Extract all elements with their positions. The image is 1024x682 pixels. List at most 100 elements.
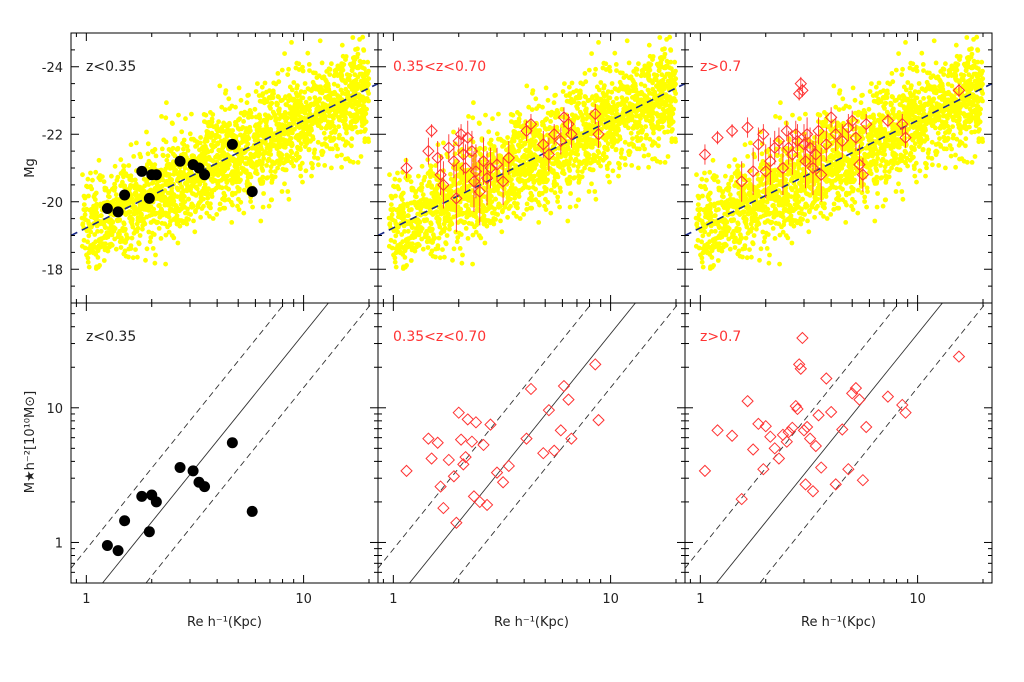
background-point: [581, 102, 587, 108]
background-point: [81, 207, 87, 212]
background-point: [349, 143, 354, 149]
background-point: [609, 89, 615, 95]
background-point: [191, 153, 197, 159]
background-point: [602, 98, 608, 104]
background-point: [205, 195, 211, 201]
background-point: [166, 147, 172, 152]
background-point: [179, 184, 184, 190]
background-point: [634, 72, 640, 77]
background-point: [614, 103, 620, 109]
background-point: [312, 147, 318, 153]
background-point: [319, 75, 325, 81]
background-point: [571, 163, 576, 168]
background-point: [250, 145, 256, 151]
background-point: [359, 60, 365, 65]
background-point: [627, 149, 633, 155]
background-point: [347, 111, 353, 116]
background-point: [149, 180, 155, 186]
background-point: [552, 190, 558, 196]
background-point: [556, 162, 562, 168]
background-point: [298, 173, 304, 179]
background-point: [634, 125, 640, 130]
background-point: [204, 129, 210, 134]
background-point: [229, 220, 235, 225]
background-point: [184, 154, 189, 160]
background-point: [98, 228, 104, 234]
background-point: [416, 173, 421, 179]
background-point: [849, 203, 854, 209]
background-point: [611, 136, 617, 142]
background-point: [360, 84, 365, 90]
background-point: [201, 196, 206, 202]
background-point: [183, 172, 188, 178]
background-point: [223, 122, 229, 128]
background-point: [158, 236, 164, 241]
background-point: [516, 133, 521, 139]
background-point: [557, 185, 563, 191]
background-point: [592, 72, 598, 77]
background-point: [415, 241, 421, 247]
background-point: [246, 112, 252, 117]
background-point: [209, 148, 214, 154]
background-point: [255, 81, 260, 86]
background-point: [551, 183, 557, 189]
background-point: [110, 187, 116, 192]
background-point: [663, 102, 669, 108]
background-point: [217, 184, 223, 190]
background-point: [597, 155, 603, 161]
background-point: [592, 189, 598, 194]
background-point: [914, 179, 919, 185]
background-point: [81, 202, 87, 208]
background-point: [593, 196, 599, 202]
background-point: [82, 245, 88, 251]
background-point: [157, 202, 162, 208]
background-point: [260, 204, 266, 210]
background-point: [136, 209, 141, 215]
background-point: [626, 142, 632, 147]
background-point: [505, 135, 510, 140]
background-point: [602, 106, 607, 112]
background-point: [464, 214, 470, 220]
background-point: [778, 157, 784, 163]
background-point: [171, 235, 177, 241]
background-point: [400, 216, 406, 222]
background-point: [695, 202, 701, 208]
background-point: [300, 95, 306, 101]
background-point: [542, 168, 547, 173]
background-point: [135, 225, 141, 231]
background-point: [102, 185, 108, 191]
background-point: [488, 137, 494, 143]
background-point: [517, 112, 523, 117]
background-point: [566, 84, 572, 90]
background-point: [435, 214, 440, 220]
background-point: [630, 125, 636, 131]
background-point: [646, 64, 652, 70]
background-point: [215, 140, 221, 146]
background-point: [669, 136, 675, 142]
background-point: [326, 113, 332, 119]
background-point: [478, 235, 484, 241]
background-point: [536, 103, 542, 109]
background-point: [529, 197, 534, 203]
background-point: [467, 183, 472, 189]
background-point: [118, 183, 124, 189]
background-point: [121, 220, 127, 226]
background-point: [626, 60, 632, 66]
background-point: [347, 125, 353, 131]
background-point: [257, 112, 262, 118]
background-point: [262, 99, 268, 105]
background-point: [642, 103, 648, 109]
background-point: [160, 177, 166, 183]
background-point: [108, 223, 114, 229]
background-point: [261, 133, 267, 139]
background-point: [262, 139, 268, 145]
background-point: [529, 163, 535, 169]
background-point: [666, 60, 672, 65]
background-point: [244, 161, 250, 167]
background-point: [359, 123, 365, 129]
background-point: [657, 35, 663, 40]
background-point: [582, 94, 588, 99]
background-point: [623, 162, 628, 168]
background-point: [666, 103, 672, 108]
background-point: [650, 115, 655, 121]
